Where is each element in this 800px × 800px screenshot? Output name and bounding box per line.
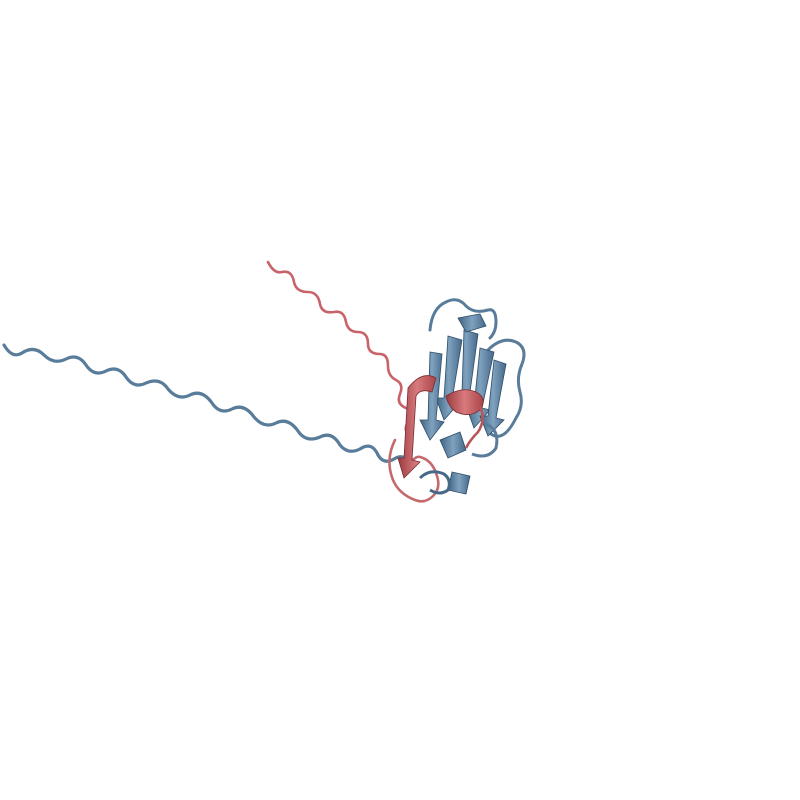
blue-right-loop xyxy=(484,338,526,438)
red-lower-loop xyxy=(388,438,440,503)
red-coil-tail xyxy=(266,260,414,438)
blue-coil-tail xyxy=(2,343,412,465)
red-beta-hairpin xyxy=(397,375,484,479)
blue-beta-sheet xyxy=(418,313,507,495)
blue-top-loop xyxy=(428,298,498,340)
